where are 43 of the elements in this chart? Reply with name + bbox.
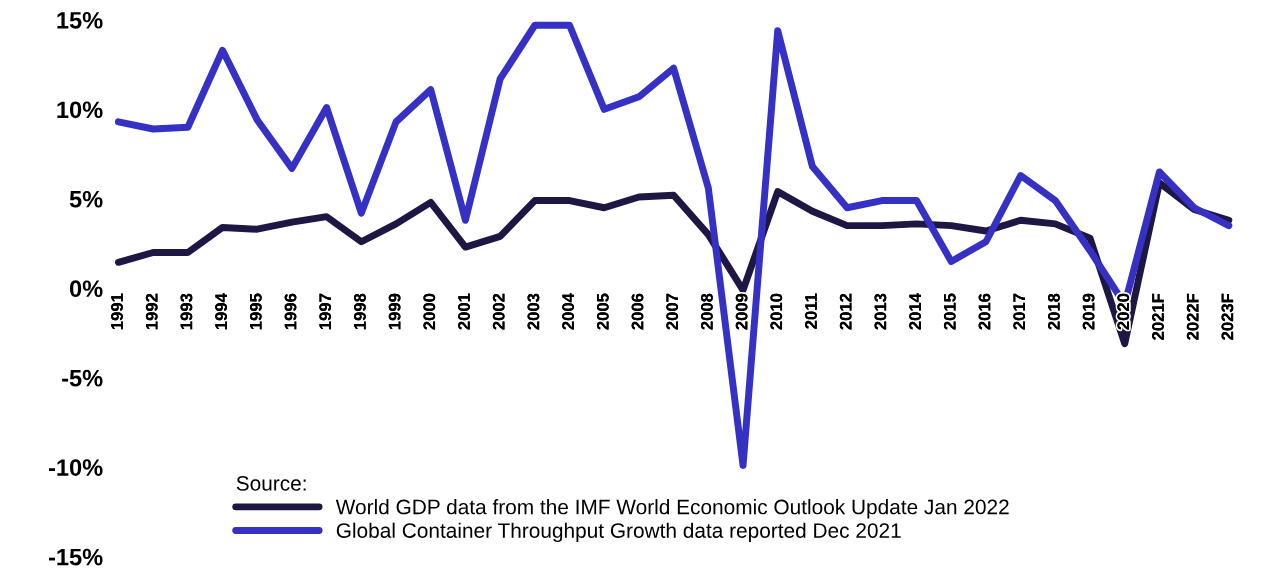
x-tick-label: 1992 [145,293,158,330]
x-tick-label: 2005 [596,293,609,330]
x-tick-label: 2023F [1221,293,1234,340]
x-tick-label: 1993 [180,293,193,330]
y-tick-label: 0% [69,280,103,298]
x-tick-label: 2014 [909,293,921,330]
x-tick-label: 2007 [666,293,679,330]
x-tick-label: 2020 [1117,293,1130,330]
x-tick-label: 1994 [215,293,228,330]
x-tick-label: 1996 [284,293,297,330]
x-tick-label: 2002 [492,293,505,330]
x-tick-label: 2018 [1047,293,1060,330]
x-tick-label: 2003 [527,293,540,330]
x-tick-label: 2016 [978,293,991,330]
y-tick-label: 5% [69,190,103,208]
x-tick-label: 1997 [319,293,332,330]
x-tick-label: 2006 [631,293,644,330]
x-tick-label: 2013 [874,293,887,330]
x-tick-label: 2019 [1082,293,1095,330]
x-tick-label: 2001 [458,293,470,330]
x-tick-label: 2009 [735,293,748,330]
y-tick-label: -15% [48,548,103,566]
y-tick-label: -10% [48,459,103,476]
x-tick-label: 1995 [249,293,262,330]
x-tick-label: 2022F [1186,293,1199,340]
x-tick-label: 2004 [562,293,575,330]
x-tick-label: 2008 [701,293,713,330]
x-tick-label: 2000 [423,293,436,330]
legend-label: World GDP data from the IMF World Economic Outlook Update Jan 2022 [335,499,1009,519]
x-tick-label: 1999 [388,293,401,330]
y-tick-label: 10% [57,101,103,119]
x-tick-label: 2017 [1013,293,1026,330]
x-tick-label: 2011 [805,293,817,329]
x-tick-label: 2012 [839,293,852,330]
x-tick-label: 2010 [770,293,783,330]
x-tick-label: 1998 [354,293,366,330]
x-tick-label: 2015 [943,293,956,330]
y-tick-label: 15% [57,12,103,29]
x-tick-label: 1991 [111,293,123,330]
legend-label: Global Container Throughput Growth data reported Dec 2021 [336,522,901,543]
x-tick-label: 2021F [1152,293,1164,340]
legend-title: Source: [236,476,306,491]
y-tick-label: -5% [62,369,103,387]
